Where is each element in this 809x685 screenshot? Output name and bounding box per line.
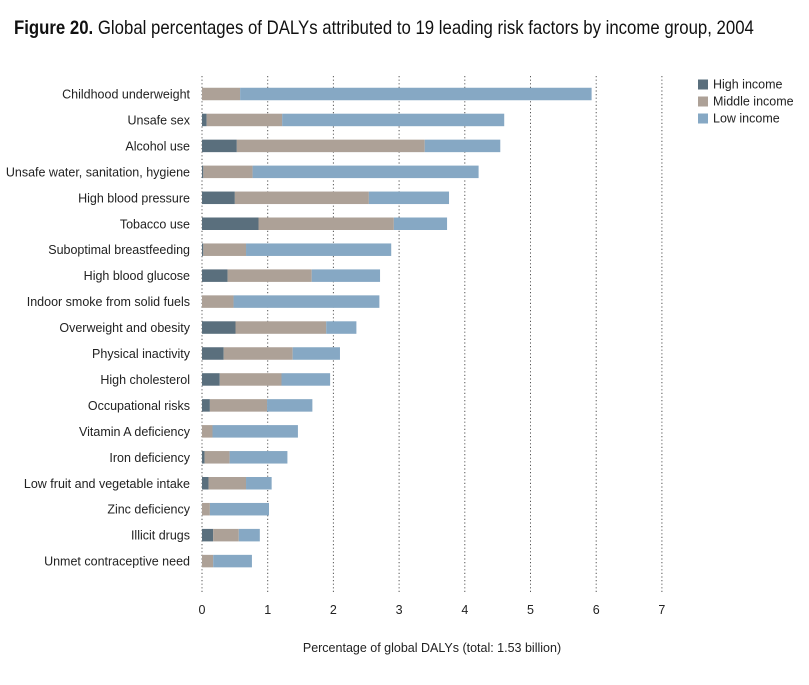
- bar-low-income: [229, 451, 288, 464]
- bar-high-income: [202, 347, 224, 360]
- bar-middle-income: [206, 113, 283, 127]
- category-label: Physical inactivity: [92, 347, 191, 361]
- bar-middle-income: [258, 217, 394, 230]
- legend-swatch: [698, 79, 708, 90]
- bar-low-income: [246, 243, 392, 256]
- category-label: Iron deficiency: [109, 451, 190, 465]
- category-label: Tobacco use: [120, 217, 190, 231]
- bar-middle-income: [235, 321, 327, 334]
- category-label: Occupational risks: [88, 399, 190, 413]
- category-label: High cholesterol: [100, 373, 190, 387]
- bar-high-income: [202, 269, 228, 282]
- bar-middle-income: [204, 451, 230, 464]
- bar-middle-income: [227, 269, 312, 282]
- category-label: Low fruit and vegetable intake: [24, 477, 190, 491]
- x-tick-label: 4: [461, 603, 468, 617]
- bar-middle-income: [202, 425, 213, 438]
- bar-high-income: [202, 477, 209, 490]
- legend-label: Low income: [713, 112, 780, 126]
- bar-middle-income: [213, 528, 239, 542]
- bar-high-income: [202, 528, 214, 542]
- bar-high-income: [202, 139, 237, 153]
- bar-middle-income: [223, 347, 293, 360]
- bar-low-income: [267, 399, 313, 412]
- gridlines: [201, 76, 663, 592]
- bar-middle-income: [202, 87, 241, 101]
- figure-caption: Global percentages of DALYs attributed t…: [97, 17, 754, 39]
- bar-high-income: [202, 165, 204, 179]
- legend: High income Middle income Low income: [698, 78, 794, 126]
- bar-middle-income: [202, 554, 214, 568]
- bar-high-income: [202, 113, 207, 127]
- bar-low-income: [326, 321, 357, 334]
- bar-high-income: [202, 373, 220, 386]
- category-label: Overweight and obesity: [59, 321, 190, 335]
- category-label: Suboptimal breastfeeding: [48, 243, 190, 257]
- x-tick-label: 7: [658, 603, 665, 617]
- bar-middle-income: [203, 243, 247, 256]
- category-label: Vitamin A deficiency: [79, 425, 191, 439]
- figure-number: Figure 20.: [14, 17, 94, 39]
- x-tick-label: 2: [330, 603, 337, 617]
- x-tick-label: 0: [199, 603, 206, 617]
- bar-low-income: [281, 373, 331, 386]
- bar-high-income: [202, 243, 204, 256]
- bars: [202, 87, 592, 568]
- bar-low-income: [238, 528, 260, 542]
- bar-middle-income: [202, 502, 210, 516]
- bar-low-income: [252, 165, 479, 179]
- legend-swatch: [698, 113, 708, 124]
- bar-middle-income: [219, 373, 282, 386]
- bar-high-income: [202, 217, 259, 230]
- category-labels: Childhood underweight Unsafe sex Alcohol u…: [6, 88, 191, 569]
- bar-low-income: [311, 269, 381, 282]
- legend-label: High income: [713, 78, 783, 92]
- bar-low-income: [368, 191, 450, 205]
- bar-low-income: [213, 554, 252, 568]
- category-label: High blood pressure: [78, 191, 190, 205]
- bar-middle-income: [202, 295, 234, 308]
- category-label: Zinc deficiency: [107, 503, 190, 517]
- bar-low-income: [246, 477, 272, 490]
- category-label: Unmet contraceptive need: [44, 555, 190, 569]
- bar-low-income: [282, 113, 505, 127]
- bar-low-income: [292, 347, 340, 360]
- bar-low-income: [209, 502, 270, 516]
- x-tick-label: 3: [396, 603, 403, 617]
- bar-low-income: [393, 217, 448, 230]
- bar-high-income: [202, 451, 205, 464]
- bar-high-income: [202, 399, 210, 412]
- category-label: Indoor smoke from solid fuels: [27, 295, 190, 309]
- legend-label: Middle income: [713, 95, 794, 109]
- category-label: Unsafe water, sanitation, hygiene: [6, 165, 190, 179]
- bar-low-income: [212, 425, 298, 438]
- bar-middle-income: [203, 165, 253, 179]
- x-axis-title: Percentage of global DALYs (total: 1.53 …: [303, 641, 561, 655]
- x-tick-label: 5: [527, 603, 534, 617]
- category-label: Alcohol use: [125, 139, 190, 153]
- x-axis-ticks: 0 1 2 3 4 5 6 7: [199, 603, 666, 617]
- category-label: Childhood underweight: [62, 88, 190, 102]
- x-tick-label: 6: [593, 603, 600, 617]
- bar-low-income: [424, 139, 501, 153]
- category-label: Unsafe sex: [127, 113, 190, 127]
- bar-middle-income: [234, 191, 369, 205]
- bar-low-income: [233, 295, 380, 308]
- bar-low-income: [240, 87, 592, 101]
- legend-swatch: [698, 96, 708, 107]
- bar-middle-income: [208, 477, 247, 490]
- category-label: High blood glucose: [84, 269, 190, 283]
- figure-title: Figure 20. Global percentages of DALYs a…: [14, 16, 797, 40]
- bar-middle-income: [236, 139, 425, 153]
- bar-middle-income: [209, 399, 268, 412]
- category-label: Illicit drugs: [131, 529, 190, 543]
- bar-high-income: [202, 191, 235, 205]
- x-tick-label: 1: [264, 603, 271, 617]
- bar-high-income: [202, 321, 236, 334]
